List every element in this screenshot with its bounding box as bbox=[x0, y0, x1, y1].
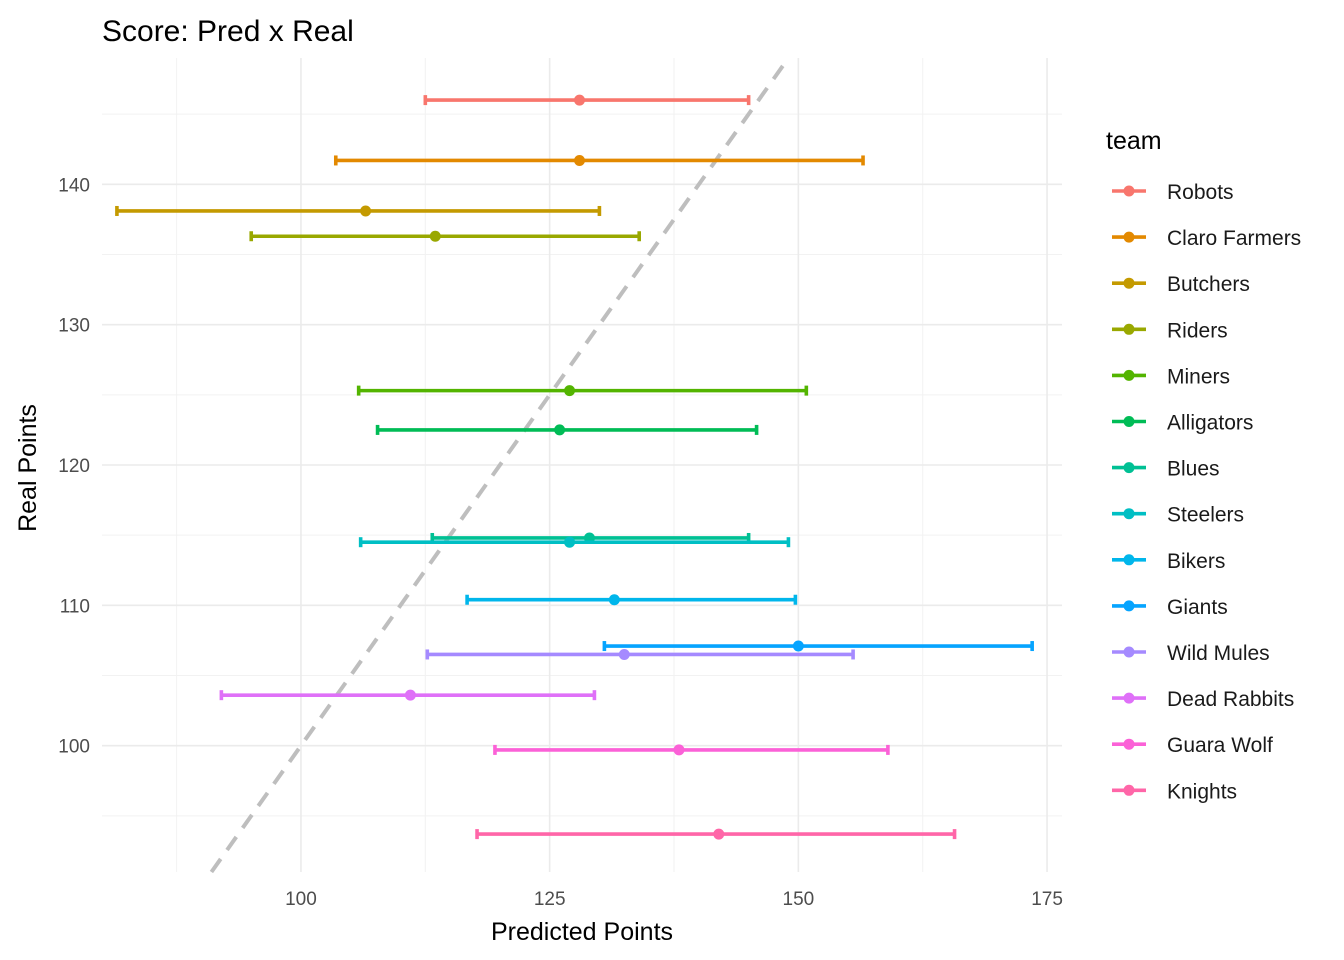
data-point bbox=[360, 205, 372, 217]
series-dead-rabbits bbox=[219, 689, 597, 701]
data-point bbox=[404, 689, 416, 701]
legend-label: Miners bbox=[1167, 365, 1230, 388]
y-axis-title: Real Points bbox=[14, 404, 42, 532]
legend-label: Robots bbox=[1167, 181, 1234, 204]
series-guara-wolf bbox=[493, 744, 890, 756]
legend-key-point bbox=[1123, 692, 1135, 704]
legend-item: Giants bbox=[1112, 596, 1228, 619]
legend-key-point bbox=[1123, 323, 1135, 335]
data-point bbox=[713, 828, 725, 840]
legend-item: Blues bbox=[1112, 458, 1220, 481]
legend: team Robots Claro Farmers Butchers Riders Mi… bbox=[1106, 127, 1301, 803]
legend-key-point bbox=[1123, 462, 1135, 474]
y-tick-label: 110 bbox=[60, 596, 90, 617]
legend-label: Knights bbox=[1167, 780, 1237, 803]
legend-key-point bbox=[1123, 646, 1135, 658]
data-point bbox=[618, 648, 630, 660]
series-steelers bbox=[358, 536, 791, 548]
y-tick-label: 120 bbox=[58, 456, 90, 477]
legend-label: Claro Farmers bbox=[1167, 227, 1301, 250]
series-robots bbox=[423, 94, 751, 106]
x-tick-label: 100 bbox=[285, 889, 317, 910]
legend-item: Dead Rabbits bbox=[1112, 688, 1294, 711]
series-alligators bbox=[375, 424, 759, 436]
legend-label: Wild Mules bbox=[1167, 642, 1270, 665]
x-axis-title: Predicted Points bbox=[491, 918, 673, 946]
reference-line bbox=[209, 56, 791, 874]
y-tick-label: 130 bbox=[58, 316, 90, 337]
data-point bbox=[564, 536, 576, 548]
data-point bbox=[574, 94, 586, 106]
legend-item: Riders bbox=[1112, 319, 1228, 342]
data-point bbox=[429, 230, 441, 242]
legend-label: Riders bbox=[1167, 319, 1228, 342]
series-riders bbox=[249, 230, 642, 242]
data-point bbox=[608, 594, 620, 606]
legend-key-point bbox=[1123, 231, 1135, 243]
legend-item: Steelers bbox=[1112, 504, 1244, 527]
legend-key-point bbox=[1123, 508, 1135, 520]
legend-label: Dead Rabbits bbox=[1167, 688, 1294, 711]
legend-item: Robots bbox=[1112, 181, 1234, 204]
legend-label: Butchers bbox=[1167, 273, 1250, 296]
legend-item: Guara Wolf bbox=[1112, 734, 1273, 757]
legend-label: Giants bbox=[1167, 596, 1228, 619]
chart-title: Score: Pred x Real bbox=[102, 15, 354, 48]
legend-key-point bbox=[1123, 738, 1135, 750]
legend-item: Miners bbox=[1112, 365, 1230, 388]
data-point bbox=[792, 640, 804, 652]
legend-key-point bbox=[1123, 600, 1135, 612]
reference-line-layer bbox=[209, 56, 791, 874]
series-giants bbox=[602, 640, 1034, 652]
legend-item: Wild Mules bbox=[1112, 642, 1270, 665]
y-tick-label: 100 bbox=[58, 737, 90, 758]
series-miners bbox=[356, 385, 809, 397]
legend-item: Knights bbox=[1112, 780, 1237, 803]
legend-label: Guara Wolf bbox=[1167, 734, 1273, 757]
series-butchers bbox=[115, 205, 602, 217]
tick-labels: 100 125 150 175 100 110 120 130 140 bbox=[58, 175, 1063, 910]
x-tick-label: 175 bbox=[1031, 889, 1063, 910]
x-tick-label: 150 bbox=[783, 889, 815, 910]
legend-key-point bbox=[1123, 277, 1135, 289]
data-point bbox=[574, 154, 586, 166]
legend-item: Butchers bbox=[1112, 273, 1250, 296]
legend-key-point bbox=[1123, 784, 1135, 796]
data-point bbox=[673, 744, 685, 756]
legend-key-point bbox=[1123, 416, 1135, 427]
series-wild-mules bbox=[425, 648, 855, 660]
legend-label: Steelers bbox=[1167, 504, 1244, 527]
series-claro-farmers bbox=[333, 154, 865, 166]
y-tick-label: 140 bbox=[58, 175, 90, 196]
errorbar-layer bbox=[115, 94, 1034, 840]
data-point bbox=[554, 424, 566, 436]
legend-item: Claro Farmers bbox=[1112, 227, 1301, 250]
legend-key-point bbox=[1123, 369, 1135, 381]
legend-label: Alligators bbox=[1167, 412, 1253, 435]
legend-label: Blues bbox=[1167, 458, 1220, 481]
x-tick-label: 125 bbox=[534, 889, 566, 910]
legend-item: Alligators bbox=[1112, 412, 1253, 435]
data-point bbox=[564, 385, 576, 397]
legend-label: Bikers bbox=[1167, 550, 1225, 573]
legend-key-point bbox=[1123, 185, 1135, 197]
series-bikers bbox=[465, 594, 798, 606]
grid bbox=[102, 58, 1062, 872]
legend-key-point bbox=[1123, 554, 1135, 566]
legend-title: team bbox=[1106, 127, 1162, 155]
series-knights bbox=[475, 828, 957, 840]
legend-item: Bikers bbox=[1112, 550, 1225, 573]
